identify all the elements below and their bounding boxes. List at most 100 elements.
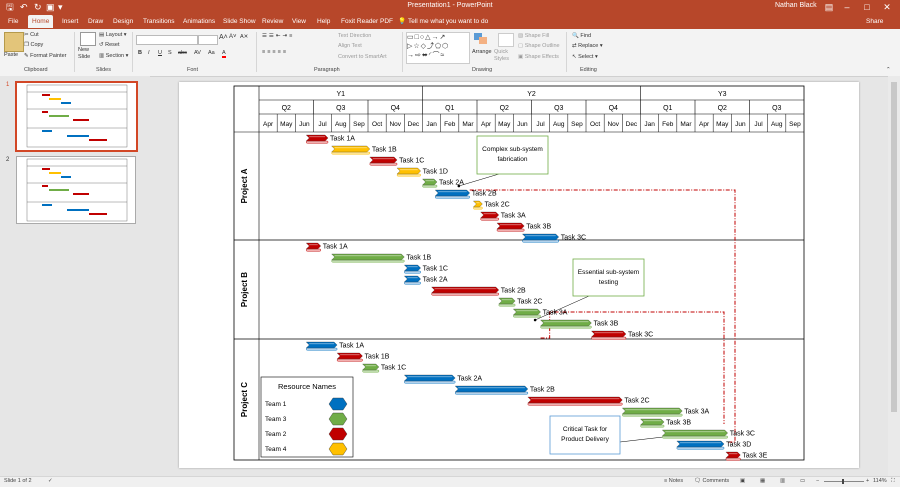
scrollbar-thumb[interactable] <box>891 82 897 412</box>
user-name[interactable]: Nathan Black <box>775 2 817 9</box>
new-slide-icon[interactable] <box>80 32 96 46</box>
thumbnail-preview <box>26 84 128 148</box>
close-button[interactable]: ✕ <box>883 2 891 12</box>
shape-effects-button[interactable]: ▣ Shape Effects <box>518 54 559 60</box>
task-bar <box>498 297 516 305</box>
quick-styles-button[interactable]: Quick Styles <box>494 49 509 62</box>
new-slide-button[interactable]: New Slide <box>78 47 91 60</box>
shape-fill-button[interactable]: ▧ Shape Fill <box>518 33 550 39</box>
bold-button[interactable]: B <box>138 50 142 56</box>
paste-button[interactable]: Paste <box>4 52 19 58</box>
vertical-scrollbar[interactable] <box>888 76 900 476</box>
month-label: Jul <box>318 121 327 128</box>
copy-button[interactable]: ❐ Copy <box>24 42 44 48</box>
strikethrough-button[interactable]: abc <box>178 50 187 56</box>
tab-foxit-reader-pdf[interactable]: Foxit Reader PDF <box>341 18 394 25</box>
reading-view-icon[interactable]: ▥ <box>780 478 786 484</box>
paste-icon[interactable] <box>4 32 24 52</box>
font-name-box[interactable] <box>136 35 198 45</box>
align-icon[interactable]: ≡≡≡≡≡ <box>262 49 289 55</box>
replace-button[interactable]: ⇄ Replace ▾ <box>572 43 603 49</box>
bullets-icon[interactable]: ☰☰⇤⇥≡ <box>262 33 295 39</box>
italic-button[interactable]: I <box>148 50 150 56</box>
customize-toolbar-icon[interactable]: ▾ <box>58 2 63 12</box>
tab-view[interactable]: View <box>292 18 306 25</box>
callout-box <box>572 258 645 297</box>
task-label: Task 3B <box>593 321 618 328</box>
underline-button[interactable]: U <box>158 50 162 56</box>
month-label: Oct <box>590 121 600 128</box>
task-bar-highlight <box>309 343 335 345</box>
change-case-button[interactable]: Aa <box>208 50 215 56</box>
month-label: Jan <box>426 121 437 128</box>
comments-button[interactable]: 🗨 Comments <box>694 478 730 484</box>
slide-thumbnail-2[interactable] <box>16 156 136 224</box>
slide-sorter-icon[interactable]: ▦ <box>760 478 766 484</box>
decrease-font-icon[interactable]: A˅ <box>229 34 237 40</box>
task-bar <box>661 429 728 437</box>
fit-slide-icon[interactable]: ⛶ <box>891 478 895 484</box>
share-button[interactable]: Share <box>866 18 884 25</box>
section-button[interactable]: ▥ Section ▾ <box>99 53 129 59</box>
font-color-button[interactable]: A <box>222 50 226 58</box>
redo-icon[interactable]: ↻ <box>34 2 42 12</box>
task-label: Task 1C <box>381 365 406 372</box>
minimize-button[interactable]: – <box>844 2 850 12</box>
arrange-icon[interactable] <box>474 33 488 45</box>
slide-thumbnail-1[interactable] <box>15 81 138 152</box>
quick-styles-icon[interactable] <box>498 33 514 47</box>
tab-help[interactable]: Help <box>317 18 331 25</box>
format-painter-label: Format Painter <box>30 53 67 59</box>
notes-button[interactable]: ≡ Notes <box>664 478 684 484</box>
align-text-button[interactable]: Align Text <box>338 43 362 49</box>
zoom-in-button[interactable]: + <box>866 478 870 484</box>
clear-formatting-icon[interactable]: A✕ <box>240 34 249 40</box>
collapse-ribbon-icon[interactable]: ⌃ <box>886 67 891 73</box>
font-size-box[interactable] <box>198 35 218 45</box>
shapes-gallery[interactable]: ▭□○△→↗ ▷☆◇⤴⬠⬡ →⇨⬌◜⌒≈ <box>406 32 470 64</box>
quarter-label: Q4 <box>609 105 618 112</box>
tab-file[interactable]: File <box>8 18 19 25</box>
zoom-out-button[interactable]: − <box>816 478 820 484</box>
legend-item-label: Team 1 <box>265 401 287 408</box>
shadow-button[interactable]: S <box>168 50 172 56</box>
tab-transitions[interactable]: Transitions <box>143 18 175 25</box>
cut-button[interactable]: ✂ Cut <box>24 32 39 38</box>
task-bar-highlight <box>643 420 662 422</box>
reset-button[interactable]: ↺ Reset <box>99 42 120 48</box>
undo-icon[interactable]: ↶ <box>20 2 28 12</box>
task-baseline-bar <box>527 402 623 406</box>
text-direction-button[interactable]: Text Direction <box>338 33 372 39</box>
slideshow-icon[interactable]: ▭ <box>800 478 806 484</box>
shape-outline-button[interactable]: ▢ Shape Outline <box>518 43 560 49</box>
tab-insert[interactable]: Insert <box>62 18 79 25</box>
zoom-slider-thumb[interactable] <box>842 479 844 484</box>
increase-font-icon[interactable]: A˄ <box>219 34 228 41</box>
tab-home[interactable]: Home <box>28 15 54 28</box>
convert-smartart-button[interactable]: Convert to SmartArt <box>338 54 387 60</box>
task-label: Task 2C <box>484 202 509 209</box>
tab-draw[interactable]: Draw <box>88 18 104 25</box>
tell-me-box[interactable]: Tell me what you want to do <box>408 18 489 25</box>
arrange-button[interactable]: Arrange <box>472 49 492 55</box>
select-button[interactable]: ↖ Select ▾ <box>572 54 598 60</box>
tab-design[interactable]: Design <box>113 18 134 25</box>
save-icon[interactable]: 🖫 <box>6 2 14 12</box>
normal-view-icon[interactable]: ▣ <box>740 478 746 484</box>
start-from-beginning-icon[interactable]: ▣ <box>46 2 55 12</box>
tab-animations[interactable]: Animations <box>183 18 216 25</box>
ribbon-display-icon[interactable]: ▤ <box>824 2 834 12</box>
task-bar-highlight <box>625 409 680 411</box>
format-painter-button[interactable]: ✎ Format Painter <box>24 53 67 59</box>
find-button[interactable]: 🔍 Find <box>572 33 592 39</box>
slide-canvas[interactable]: Y1 Y2 Y3 Q2 Q3 Q4 Q1 Q2 Q3 Q4 Q1 Q2 Q3 Apr May Jun Jul Au… <box>179 82 859 468</box>
maximize-button[interactable]: □ <box>864 2 870 12</box>
task-baseline-bar <box>404 281 421 285</box>
character-spacing-button[interactable]: AV <box>194 50 201 56</box>
spellcheck-icon[interactable]: ✓ <box>48 478 53 484</box>
layout-button[interactable]: ▤ Layout ▾ <box>99 32 127 38</box>
tab-slide-show[interactable]: Slide Show <box>223 18 256 25</box>
zoom-level[interactable]: 114% <box>873 478 887 484</box>
tab-review[interactable]: Review <box>262 18 284 25</box>
zoom-slider[interactable] <box>824 479 864 484</box>
